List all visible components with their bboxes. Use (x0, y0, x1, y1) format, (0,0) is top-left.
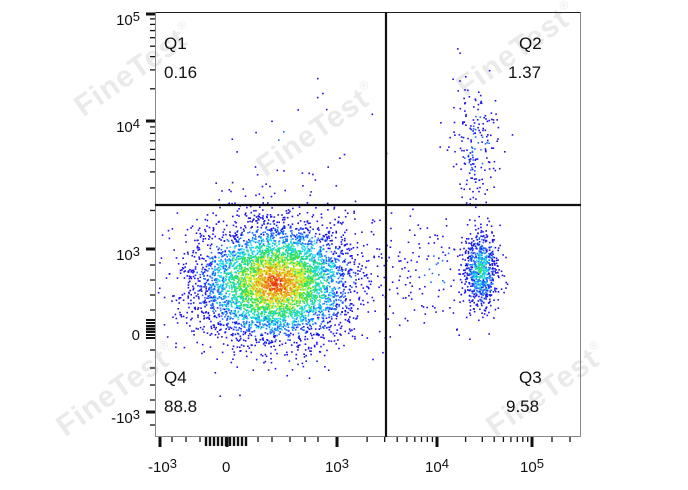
x-tick-label: 105 (520, 456, 544, 476)
x-tick-label: -103 (148, 456, 177, 476)
y-tick-label: 0 (131, 327, 140, 344)
q4-name: Q4 (164, 368, 187, 387)
y-tick-label: -103 (111, 407, 140, 427)
y-tick-label: 104 (116, 116, 140, 136)
q1-percent: 0.16 (164, 63, 198, 82)
q2-name: Q2 (519, 34, 542, 53)
q2-percent: 1.37 (508, 63, 542, 82)
q1-name: Q1 (164, 34, 187, 53)
y-tick-label: 105 (116, 9, 140, 29)
x-tick-label: 103 (325, 456, 349, 476)
x-tick-label: 104 (425, 456, 449, 476)
plot-frame (155, 12, 581, 437)
q4-percent: 88.8 (164, 397, 198, 416)
q3-name: Q3 (519, 368, 542, 387)
y-tick-label: 103 (116, 244, 140, 264)
q3-percent: 9.58 (506, 397, 540, 416)
x-tick-label: 0 (222, 459, 231, 476)
